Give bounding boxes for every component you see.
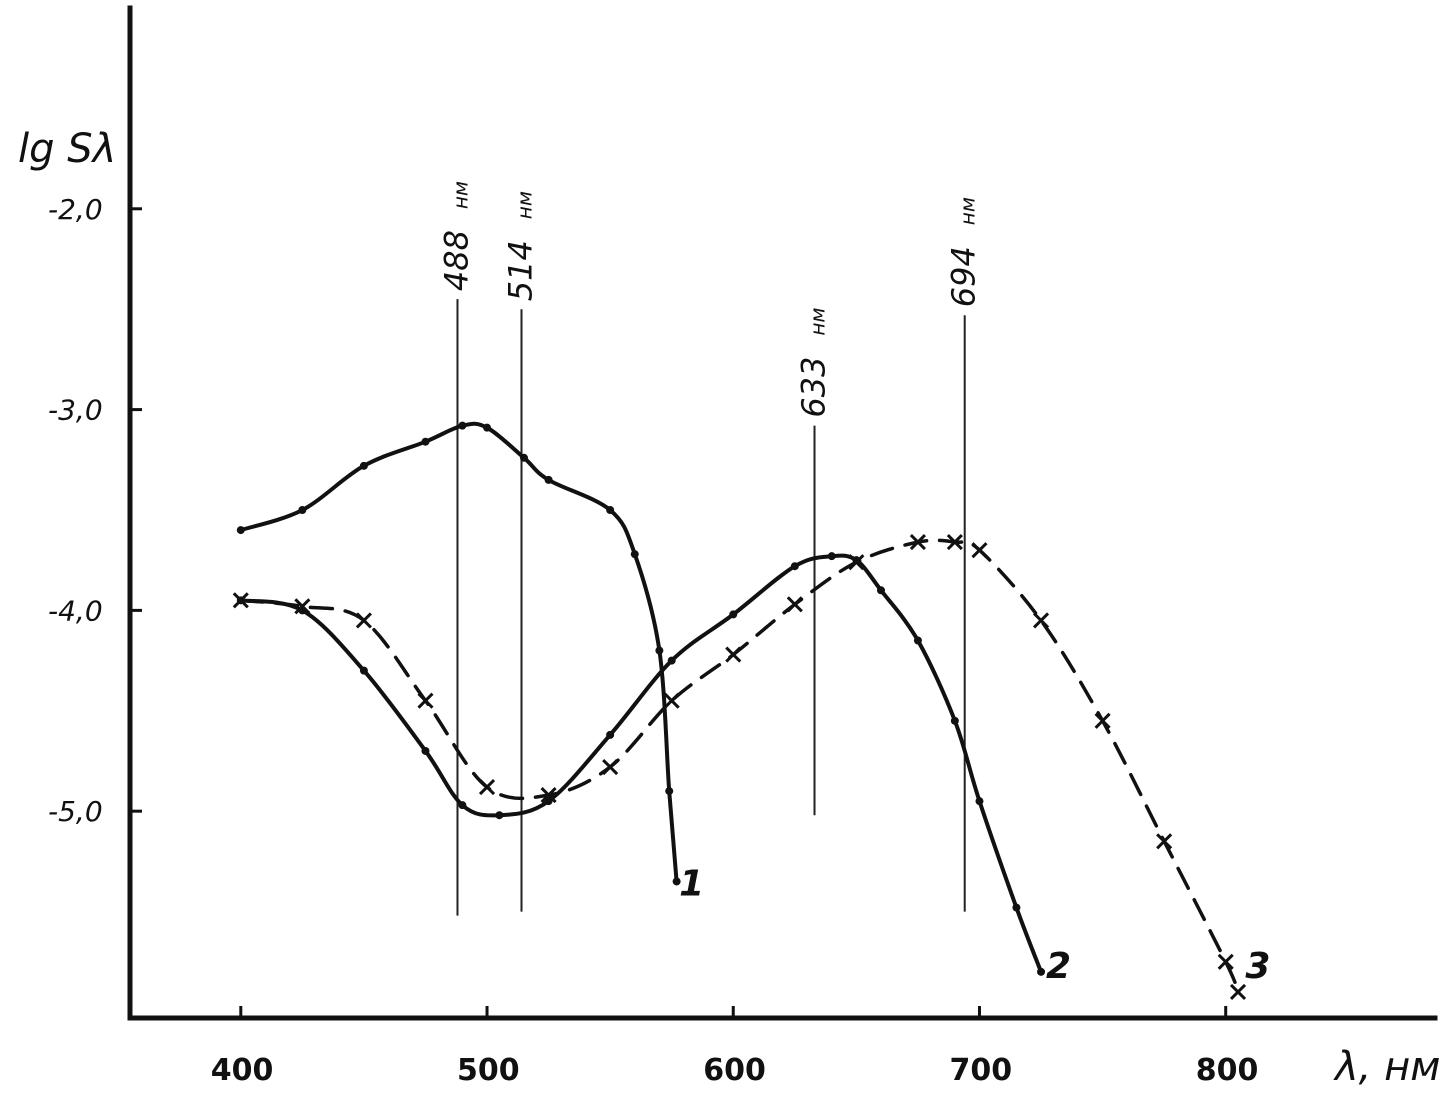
curve-2-point-10: [790, 562, 799, 571]
curve-3-point-9: [786, 596, 803, 613]
laser-label-694: 694 нм: [945, 197, 983, 307]
curve-1-point-12: [672, 877, 681, 886]
laser-label-text-694: 694: [945, 246, 983, 307]
chart-labels: lg Sλ λ, нм: [18, 126, 1440, 1090]
curve-2-point-18: [1037, 967, 1046, 976]
curve-label-1: 1: [679, 864, 704, 905]
curve-1-point-6: [519, 453, 528, 462]
x-tick-label-400: 400: [211, 1053, 274, 1088]
curve-1-point-1: [298, 505, 307, 514]
x-axis-label: λ, нм: [1333, 1044, 1440, 1090]
curve-3-point-6: [602, 758, 619, 776]
curve-3-point-16: [1156, 833, 1173, 850]
curve-1-point-2: [359, 461, 368, 470]
laser-label-text-633: 633: [795, 357, 833, 418]
laser-label-unit-694: нм: [956, 197, 980, 225]
curve-1-point-10: [655, 646, 664, 655]
curve-1-point-3: [421, 437, 430, 446]
curve-3-point-11: [909, 534, 926, 551]
curve-1-point-8: [606, 505, 615, 514]
laser-label-633: 633 нм: [795, 307, 833, 417]
curve-2-point-7: [606, 730, 615, 739]
curve-2: [238, 553, 1043, 974]
curve-3-point-1: [294, 598, 311, 615]
curve-2-point-5: [495, 811, 504, 820]
laser-label-text-488: 488: [437, 230, 475, 291]
curve-1-point-0: [236, 526, 245, 535]
curve-1-point-9: [630, 550, 639, 559]
curve-3-point-17: [1217, 953, 1234, 970]
curve-2-point-15: [950, 716, 959, 725]
curve-1-point-11: [665, 787, 674, 796]
curve-2-point-17: [1012, 903, 1021, 912]
curve-3-point-2: [355, 612, 372, 629]
curve-2-point-3: [421, 746, 430, 755]
curve-2-point-8: [667, 656, 676, 665]
curve-1-point-5: [483, 423, 492, 432]
laser-label-488: 488 нм: [437, 181, 475, 291]
laser-label-unit-633: нм: [806, 307, 830, 335]
curve-3-point-8: [725, 646, 742, 663]
curve-3-point-5: [540, 787, 557, 804]
y-tick-label--5: -5,0: [48, 795, 103, 828]
curve-3-point-10: [848, 554, 865, 571]
curve-3-point-0: [232, 592, 249, 609]
x-tick-label-500: 500: [457, 1053, 520, 1088]
curve-2-point-9: [729, 610, 738, 619]
curve-3-point-7: [663, 692, 680, 709]
laser-label-514: 514 нм: [502, 191, 540, 301]
x-tick-label-700: 700: [949, 1053, 1012, 1088]
y-tick-label--2: -2,0: [48, 193, 103, 226]
curve-3-point-13: [971, 542, 988, 559]
curve-1-point-4: [458, 421, 467, 430]
x-tick-label-800: 800: [1196, 1053, 1259, 1088]
curve-3-point-4: [478, 779, 496, 796]
curve-label-2: 2: [1046, 946, 1071, 987]
laser-label-unit-488: нм: [448, 181, 472, 209]
curve-2-point-14: [913, 636, 922, 645]
curve-3-point-3: [417, 692, 434, 709]
y-tick-label--4: -4,0: [48, 594, 103, 627]
curves: 1 2 3: [232, 421, 1270, 1000]
y-tick-label--3: -3,0: [48, 394, 103, 427]
curve-3-point-12: [946, 534, 963, 551]
curve-2-point-11: [827, 552, 836, 561]
curve-2-point-16: [975, 797, 984, 806]
x-tick-label-600: 600: [703, 1053, 766, 1088]
laser-wavelength-lines: 488 нм 514 нм 633 нм 694 нм: [437, 181, 983, 916]
y-axis-label: lg Sλ: [18, 126, 116, 172]
curve-2-point-4: [458, 801, 467, 810]
curve-3-point-14: [1032, 612, 1050, 629]
curve-2-point-2: [359, 666, 368, 675]
laser-label-unit-514: нм: [513, 191, 537, 219]
curve-3-point-15: [1094, 712, 1111, 729]
laser-label-text-514: 514: [502, 240, 540, 301]
axis-ticks: 400 500 600 700 800 -2,0 -3,0 -4,0 -5,0: [48, 193, 1258, 1088]
curve-2-point-13: [876, 586, 885, 595]
curve-3-point-18: [1229, 983, 1247, 1000]
curve-1: [238, 421, 679, 884]
curve-1-point-7: [544, 475, 553, 484]
axes: [127, 5, 1438, 1021]
curve-label-3: 3: [1245, 946, 1270, 987]
